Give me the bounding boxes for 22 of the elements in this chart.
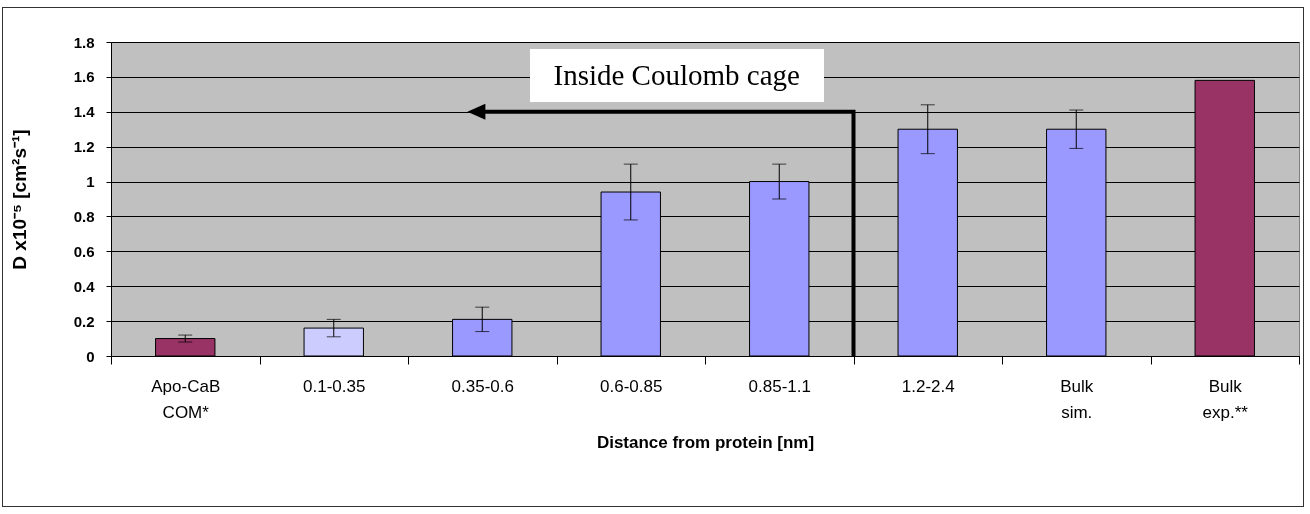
y-tick-label: 1.4 xyxy=(73,103,96,121)
x-tick-label: Bulk sim. xyxy=(1060,376,1094,422)
y-tick-label: 0 xyxy=(86,347,95,365)
x-tick-label: Apo-CaB COM* xyxy=(151,376,221,422)
y-tick-label: 1.6 xyxy=(73,68,95,86)
x-tick-label: 0.6-0.85 xyxy=(600,376,663,396)
x-tick-label: 1.2-2.4 xyxy=(901,376,955,396)
y-axis-title: D x10⁻⁵ [cm²s⁻¹] xyxy=(8,129,30,270)
annotation: Inside Coulomb cage xyxy=(529,48,824,102)
y-tick-label: 1.2 xyxy=(73,138,95,156)
y-tick-label: 1 xyxy=(86,173,95,191)
y-tick-label: 0.4 xyxy=(73,277,96,295)
x-tick-label: 0.35-0.6 xyxy=(451,376,514,396)
x-tick-label: 0.1-0.35 xyxy=(303,376,366,396)
x-tick-label: 0.85-1.1 xyxy=(748,376,811,396)
y-tick-label: 0.6 xyxy=(73,242,95,260)
bar xyxy=(155,338,216,357)
y-tick-label: 1.8 xyxy=(73,33,95,51)
y-tick-label: 0.8 xyxy=(73,207,95,225)
x-axis-title: Distance from protein [nm] xyxy=(596,432,815,452)
y-tick-label: 0.2 xyxy=(73,312,95,330)
x-tick-label: Bulk exp.** xyxy=(1202,376,1249,422)
